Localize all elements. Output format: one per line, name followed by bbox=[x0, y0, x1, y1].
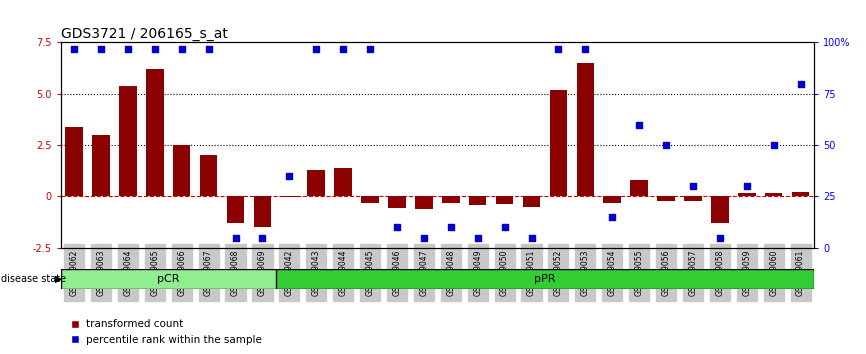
Bar bbox=[146, 69, 164, 196]
Point bbox=[390, 224, 404, 230]
Bar bbox=[523, 196, 540, 207]
Point bbox=[740, 183, 753, 189]
Point bbox=[525, 235, 539, 240]
Bar bbox=[765, 193, 782, 196]
Point bbox=[417, 235, 430, 240]
Bar bbox=[577, 63, 594, 196]
Point bbox=[363, 46, 377, 51]
Bar bbox=[281, 196, 298, 198]
Bar bbox=[388, 196, 405, 208]
Point bbox=[444, 224, 458, 230]
Bar bbox=[65, 127, 83, 196]
Point bbox=[309, 46, 323, 51]
Text: pCR: pCR bbox=[157, 274, 179, 284]
Point bbox=[605, 214, 619, 220]
Point bbox=[498, 224, 512, 230]
Bar bbox=[630, 180, 648, 196]
Bar bbox=[227, 196, 244, 223]
Point bbox=[148, 46, 162, 51]
Bar bbox=[792, 192, 810, 196]
Bar bbox=[738, 193, 755, 196]
Bar bbox=[469, 196, 487, 205]
Bar bbox=[200, 155, 217, 196]
Bar bbox=[657, 196, 675, 201]
Point bbox=[68, 46, 81, 51]
Bar bbox=[604, 196, 621, 202]
Bar bbox=[361, 196, 378, 202]
Bar bbox=[93, 135, 110, 196]
Point bbox=[766, 142, 780, 148]
Bar bbox=[442, 196, 460, 202]
Point bbox=[255, 235, 269, 240]
Point bbox=[229, 235, 242, 240]
Bar bbox=[711, 196, 728, 223]
Text: disease state: disease state bbox=[1, 274, 66, 284]
Point bbox=[686, 183, 700, 189]
Point bbox=[552, 46, 565, 51]
Bar bbox=[307, 170, 325, 196]
Point bbox=[202, 46, 216, 51]
Point bbox=[659, 142, 673, 148]
Text: ▶: ▶ bbox=[55, 274, 62, 284]
Point bbox=[336, 46, 350, 51]
Bar bbox=[684, 196, 701, 201]
Bar bbox=[550, 90, 567, 196]
Point bbox=[282, 173, 296, 179]
Bar bbox=[415, 196, 433, 209]
Point bbox=[793, 81, 807, 86]
Text: GDS3721 / 206165_s_at: GDS3721 / 206165_s_at bbox=[61, 28, 228, 41]
Point bbox=[632, 122, 646, 127]
Point bbox=[175, 46, 189, 51]
Legend: transformed count, percentile rank within the sample: transformed count, percentile rank withi… bbox=[66, 315, 266, 349]
Bar bbox=[254, 196, 271, 227]
Point bbox=[713, 235, 727, 240]
Bar bbox=[173, 145, 191, 196]
Bar bbox=[61, 269, 276, 289]
Point bbox=[121, 46, 135, 51]
Bar bbox=[276, 269, 814, 289]
Point bbox=[578, 46, 592, 51]
Bar bbox=[120, 86, 137, 196]
Text: pPR: pPR bbox=[534, 274, 556, 284]
Bar bbox=[496, 196, 514, 204]
Point bbox=[94, 46, 108, 51]
Point bbox=[471, 235, 485, 240]
Bar bbox=[334, 168, 352, 196]
